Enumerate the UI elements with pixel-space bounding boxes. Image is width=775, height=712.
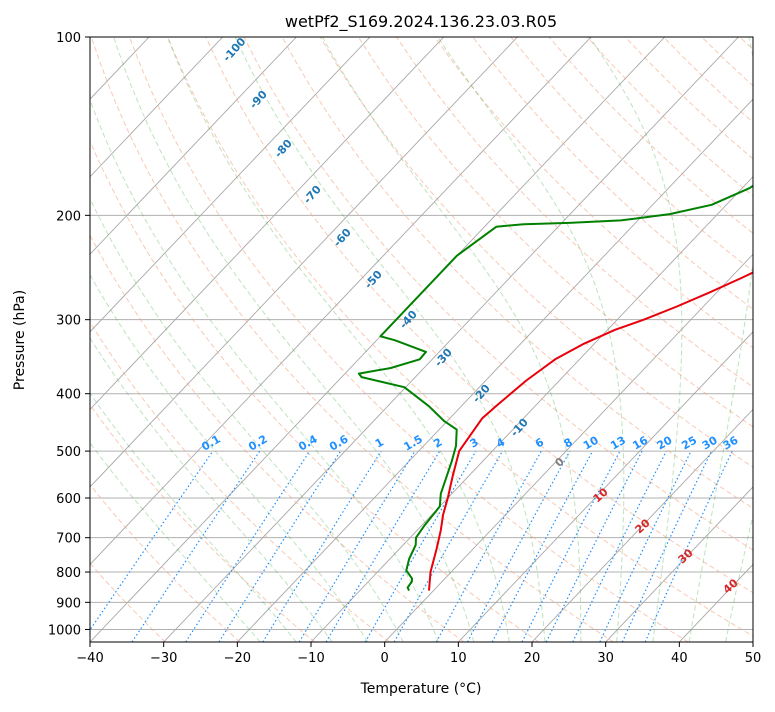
x-tick-label: 10 [450,651,467,666]
y-tick-label: 700 [56,532,81,547]
y-tick-label: 1000 [48,623,81,638]
x-tick-label: −40 [76,651,103,666]
x-tick-label: −30 [150,651,177,666]
x-tick-label: −10 [297,651,324,666]
y-tick-label: 200 [56,209,81,224]
y-tick-label: 600 [56,492,81,507]
y-tick-label: 100 [56,31,81,46]
x-tick-label: 50 [745,651,762,666]
x-tick-label: 0 [381,651,389,666]
y-tick-label: 300 [56,314,81,329]
x-tick-label: 20 [524,651,541,666]
y-tick-label: 500 [56,445,81,460]
chart-title: wetPf2_S169.2024.136.23.03.R05 [285,12,557,32]
x-tick-label: 40 [671,651,688,666]
y-tick-label: 400 [56,388,81,403]
y-tick-label: 800 [56,566,81,581]
y-axis-label: Pressure (hPa) [12,290,28,390]
x-tick-label: −20 [224,651,251,666]
x-tick-label: 30 [597,651,614,666]
x-axis-label: Temperature (°C) [360,681,482,697]
y-tick-label: 900 [56,596,81,611]
